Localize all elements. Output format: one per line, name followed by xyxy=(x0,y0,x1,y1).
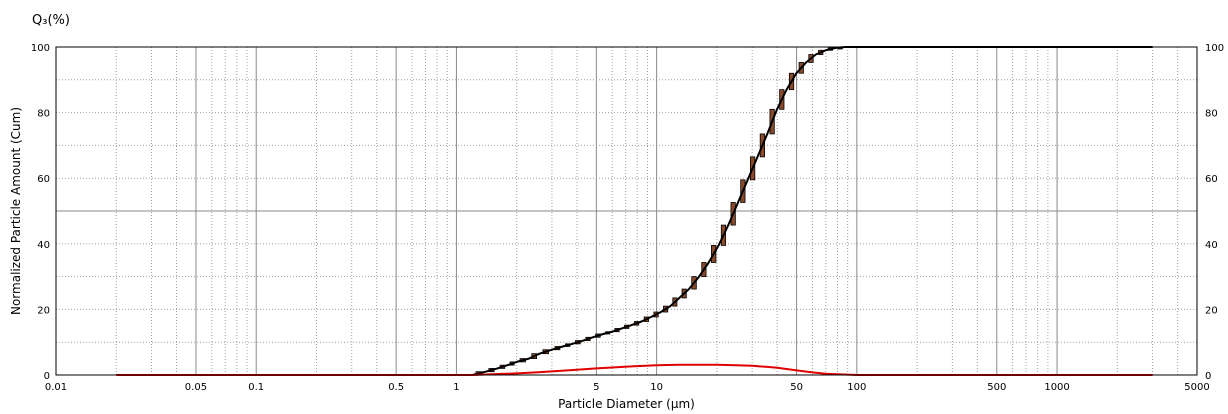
y-tick-label-left: 60 xyxy=(37,174,50,185)
y-tick-label-right: 0 xyxy=(1205,371,1211,382)
y-tick-label-right: 40 xyxy=(1205,240,1218,251)
x-tick-label: 1000 xyxy=(1044,382,1069,393)
y-tick-label-left: 40 xyxy=(37,240,50,251)
cumulative-line xyxy=(472,46,1153,376)
y-tick-label-left: 80 xyxy=(37,109,50,120)
x-tick-label: 0.1 xyxy=(248,382,264,393)
x-tick-label: 500 xyxy=(987,382,1006,393)
plot-frame xyxy=(55,46,1198,376)
x-tick-label: 1 xyxy=(453,382,459,393)
x-tick-label: 10 xyxy=(650,382,663,393)
series-lines xyxy=(116,46,1153,376)
x-tick-label: 0.05 xyxy=(185,382,207,393)
x-tick-label: 0.01 xyxy=(45,382,67,393)
x-tick-label: 100 xyxy=(847,382,866,393)
y-tick-label-right: 80 xyxy=(1205,109,1218,120)
y-tick-label-left: 100 xyxy=(31,43,50,54)
y-tick-label-left: 20 xyxy=(37,305,50,316)
x-axis-title: Particle Diameter (µm) xyxy=(558,397,695,411)
corner-label: Q₃(%) xyxy=(32,13,70,28)
y-tick-label-right: 60 xyxy=(1205,174,1218,185)
x-tick-label: 50 xyxy=(790,382,803,393)
x-tick-label: 5000 xyxy=(1184,382,1209,393)
x-tick-label: 0.5 xyxy=(388,382,404,393)
frequency-line xyxy=(116,363,1153,376)
x-tick-label: 5 xyxy=(593,382,599,393)
y-tick-label-right: 20 xyxy=(1205,305,1218,316)
y-axis-title: Normalized Particle Amount (Cum) xyxy=(9,107,23,315)
y-tick-label-left: 0 xyxy=(44,371,50,382)
y-tick-label-right: 100 xyxy=(1205,43,1224,54)
